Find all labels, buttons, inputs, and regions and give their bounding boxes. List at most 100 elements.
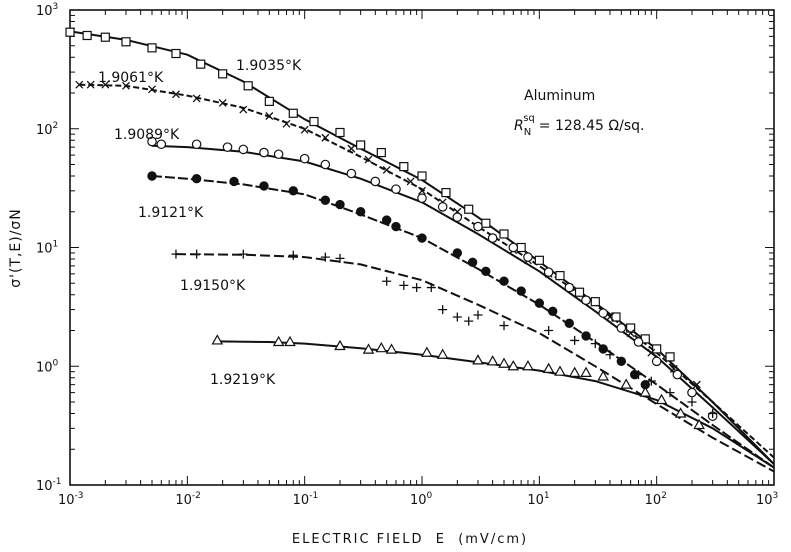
y-tick-exponent: -1 (53, 477, 62, 487)
data-point-filled-circle (355, 207, 366, 217)
data-point-circle (687, 387, 697, 398)
data-point-triangle (639, 386, 652, 397)
resistance-annotation: RNsq = 128.45 Ω/sq. (514, 113, 644, 138)
y-tick-base: 10 (36, 4, 53, 19)
data-point-plus (452, 312, 462, 322)
x-tick-base: 10 (645, 493, 662, 508)
fit-curve-filled-circle (151, 175, 775, 469)
y-tick-base: 10 (36, 479, 53, 494)
data-point-square (626, 323, 636, 333)
data-point-square (196, 59, 206, 69)
x-tick-label: 10-2 (175, 491, 201, 508)
data-point-filled-circle (335, 199, 345, 210)
data-point-square (171, 48, 181, 59)
data-point-triangle (486, 355, 499, 366)
data-point-filled-circle (381, 215, 392, 225)
data-point-filled-circle (499, 276, 509, 286)
data-point-filled-circle (516, 286, 526, 296)
y-tick-exponent: 0 (53, 358, 59, 368)
data-point-filled-circle (229, 176, 239, 187)
data-point-filled-circle (452, 248, 463, 258)
data-point-filled-circle (548, 306, 558, 317)
data-point-square (516, 242, 526, 253)
data-point-filled-circle (191, 173, 202, 184)
data-point-filled-circle (288, 186, 298, 196)
y-tick-base: 10 (36, 242, 53, 257)
data-point-triangle (385, 343, 398, 354)
data-point-plus (646, 376, 656, 386)
x-tick-label: 101 (527, 491, 549, 508)
data-point-triangle (620, 378, 633, 389)
x-tick-exponent: 0 (427, 491, 433, 501)
data-point-square (335, 127, 345, 138)
y-tick-label: 100 (36, 358, 59, 375)
data-point-cross (172, 90, 180, 99)
data-point-square (417, 171, 427, 181)
data-point-cross (282, 119, 291, 128)
series-label-5: 1.9150°K (180, 278, 246, 294)
data-point-circle (616, 323, 627, 333)
x-tick-label: 103 (756, 491, 778, 508)
data-point-triangle (655, 393, 668, 405)
data-point-circle (437, 202, 448, 212)
data-point-plus (616, 356, 626, 366)
series-label-6: 1.9219°K (210, 372, 276, 388)
data-point-triangle (554, 365, 566, 376)
resistance-value: = 128.45 Ω/sq. (539, 118, 645, 134)
y-axis-title: σ'(T,E)/σN (8, 208, 24, 288)
y-tick-base: 10 (36, 360, 53, 375)
data-point-square (652, 344, 662, 354)
data-point-square (499, 229, 509, 239)
y-tick-label: 101 (36, 240, 58, 257)
data-point-filled-circle (564, 318, 574, 328)
data-point-triangle (568, 366, 581, 377)
data-point-square (147, 43, 157, 53)
data-point-filled-circle (320, 195, 331, 205)
data-point-square (555, 270, 565, 281)
data-point-triangle (693, 418, 705, 430)
data-point-square (356, 140, 366, 150)
fit-curve-plus (175, 253, 775, 473)
x-axis-title: ELECTRIC FIELD E (mV/cm) (292, 532, 528, 547)
data-point-filled-circle (467, 257, 478, 268)
data-point-plus (590, 339, 600, 349)
data-point-triangle (211, 334, 224, 345)
data-point-square (82, 30, 92, 41)
data-point-cross (692, 380, 701, 389)
data-point-circle (238, 144, 249, 155)
tick-marks (69, 9, 775, 486)
data-point-circle (259, 147, 269, 158)
data-point-circle (581, 295, 591, 305)
data-point-cross (265, 112, 274, 120)
data-point-triangle (284, 335, 296, 347)
data-point-circle (391, 184, 401, 194)
data-point-circle (487, 233, 498, 243)
data-point-square (534, 255, 544, 265)
data-point-filled-circle (259, 181, 269, 191)
data-point-circle (598, 308, 608, 318)
data-point-cross (321, 133, 330, 142)
data-point-circle (633, 337, 644, 347)
data-point-circle (346, 168, 357, 179)
data-point-square (309, 116, 319, 127)
data-point-plus (473, 310, 483, 320)
data-point-filled-circle (391, 221, 401, 232)
data-point-filled-circle (481, 266, 491, 277)
resistance-subscript: N (524, 127, 531, 138)
data-point-plus (238, 249, 248, 259)
x-tick-exponent: -2 (192, 491, 201, 501)
data-point-cross (382, 165, 391, 174)
data-point-square (464, 204, 474, 214)
data-point-circle (273, 149, 284, 160)
data-point-cross (647, 348, 656, 357)
fit-curve-square (69, 30, 775, 465)
fit-curve-triangle (217, 340, 775, 469)
data-point-cross (101, 80, 110, 89)
data-point-circle (370, 176, 381, 187)
data-point-triangle (436, 348, 449, 359)
data-point-cross (418, 186, 426, 195)
data-point-cross (239, 105, 248, 114)
data-point-circle (651, 356, 662, 367)
data-point-square (590, 297, 600, 307)
